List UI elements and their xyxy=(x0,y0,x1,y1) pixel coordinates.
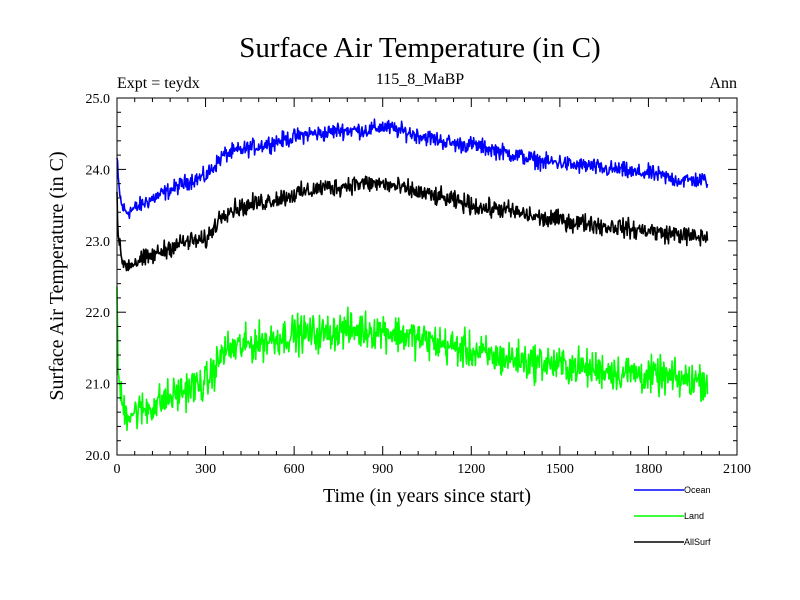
season-label: Ann xyxy=(709,75,737,92)
y-axis-label: Surface Air Temperature (in C) xyxy=(46,151,68,400)
series-line-ocean xyxy=(116,118,709,220)
y-tick-label: 21.0 xyxy=(86,378,111,393)
period-label: 115_8_MaBP xyxy=(376,71,464,88)
x-tick-label: 600 xyxy=(284,462,305,477)
chart-title: Surface Air Temperature (in C) xyxy=(239,32,600,64)
y-tick-label: 22.0 xyxy=(86,306,111,321)
x-tick-label: 300 xyxy=(195,462,216,477)
x-tick-label: 1500 xyxy=(546,462,574,477)
legend-label-land: Land xyxy=(684,511,704,521)
y-tick-label: 24.0 xyxy=(86,163,111,178)
series-line-allsurf xyxy=(116,175,709,272)
x-tick-label: 900 xyxy=(372,462,393,477)
series-line-land xyxy=(116,286,709,432)
x-tick-label: 1200 xyxy=(457,462,485,477)
y-tick-label: 23.0 xyxy=(86,235,111,250)
legend-label-ocean: Ocean xyxy=(684,485,711,495)
legend-label-allsurf: AllSurf xyxy=(684,537,711,547)
y-tick-label: 20.0 xyxy=(86,449,111,464)
x-tick-label: 0 xyxy=(114,462,121,477)
x-tick-label: 2100 xyxy=(723,462,751,477)
legend: Ocean Land AllSurf xyxy=(634,485,711,547)
x-axis-label: Time (in years since start) xyxy=(323,485,531,507)
plot-lines xyxy=(116,118,709,432)
x-tick-label: 1800 xyxy=(634,462,662,477)
experiment-label: Expt = teydx xyxy=(117,75,200,92)
axes: 0 300 600 900 1200 1500 1800 2100 20.0 21.0 22.0 23… xyxy=(86,92,752,477)
y-tick-label: 25.0 xyxy=(86,92,111,107)
plot-frame xyxy=(116,97,738,456)
